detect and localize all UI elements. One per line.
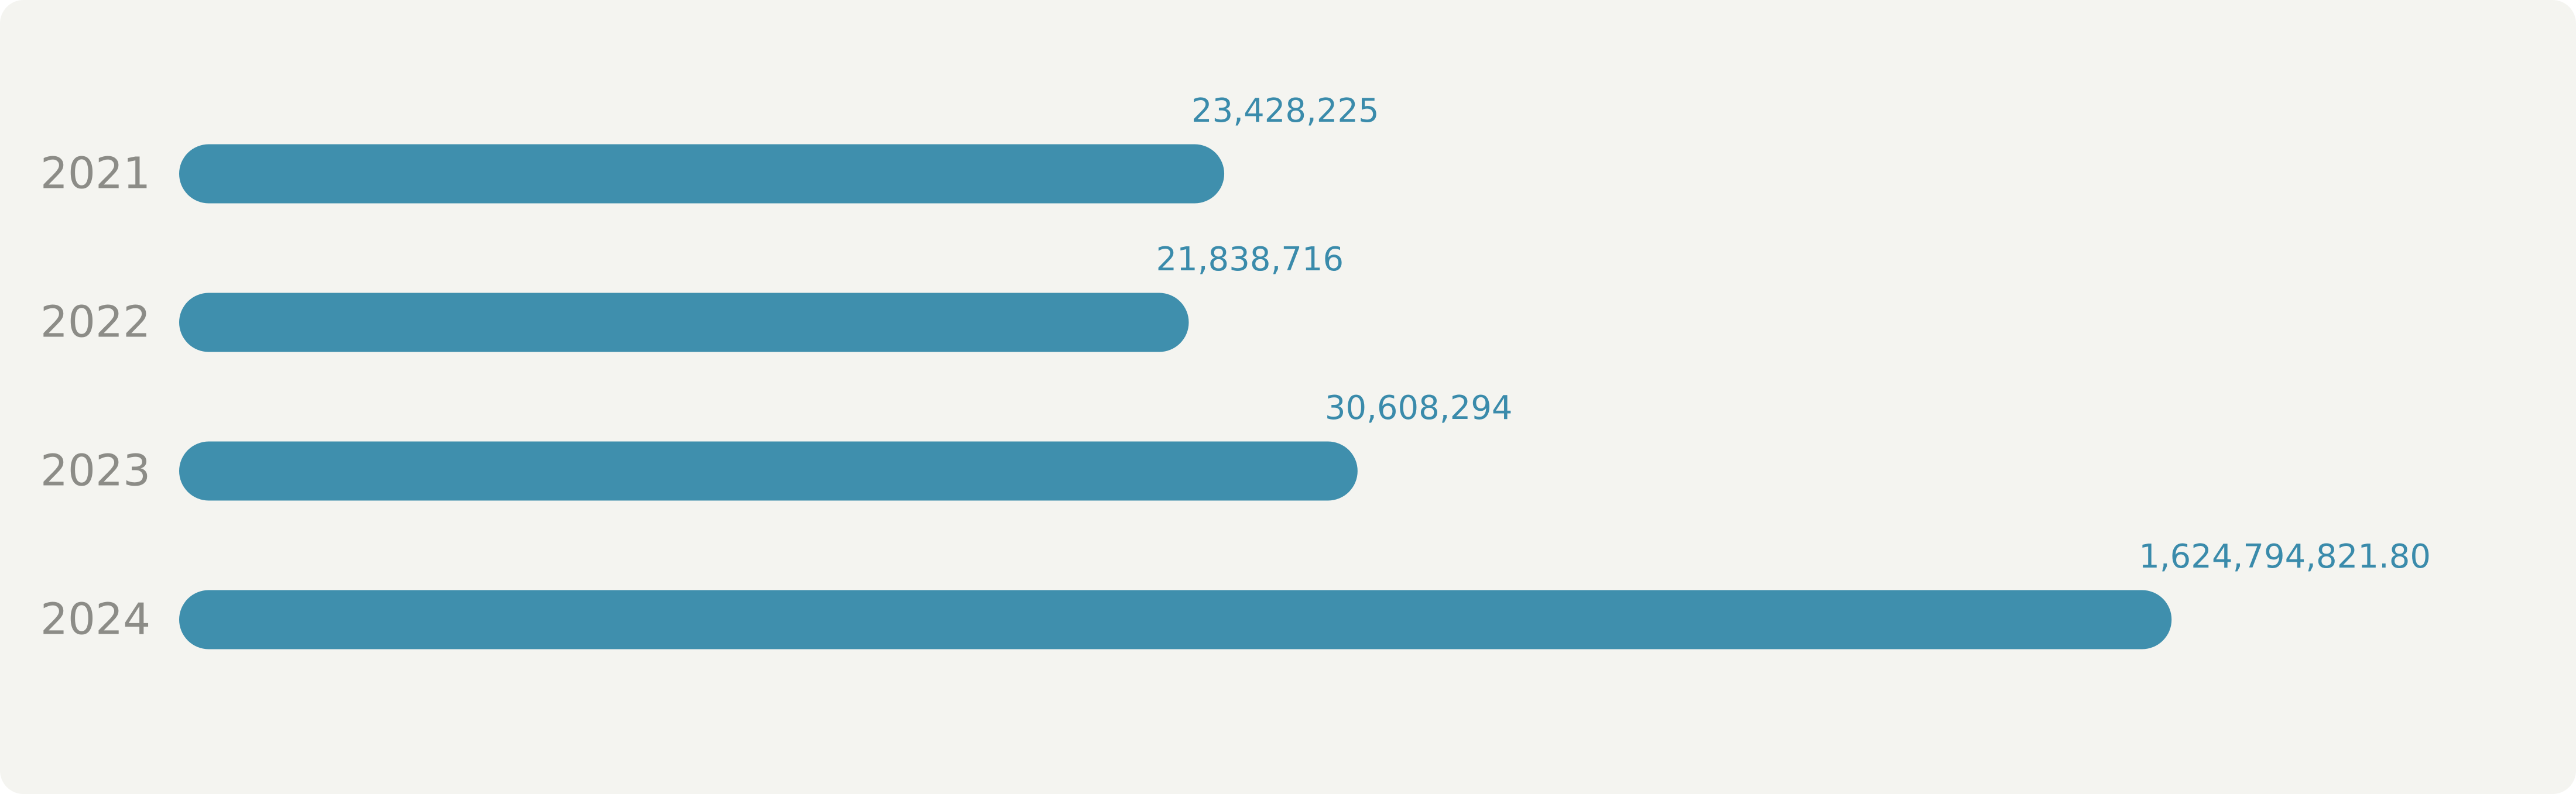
- value-label: 1,624,794,821.80: [2139, 538, 2431, 576]
- category-label: 2024: [40, 594, 150, 645]
- category-label: 2022: [40, 297, 150, 348]
- bar: [179, 441, 1358, 501]
- category-label: 2021: [40, 149, 150, 199]
- bar: [179, 144, 1225, 204]
- value-label: 30,608,294: [1325, 389, 1513, 427]
- value-label: 23,428,225: [1191, 92, 1379, 130]
- bar: [179, 293, 1189, 352]
- category-label: 2023: [40, 446, 150, 496]
- bar: [179, 590, 2172, 649]
- value-label: 21,838,716: [1156, 240, 1344, 279]
